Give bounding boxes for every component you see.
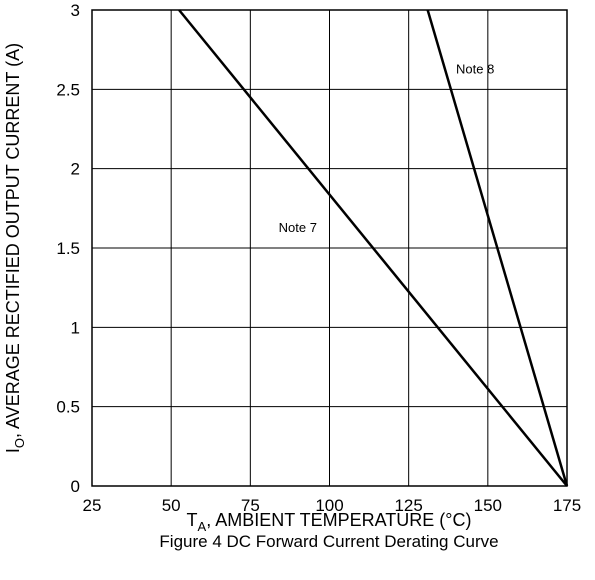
x-tick-label: 75 [241, 496, 260, 515]
x-tick-label: 125 [394, 496, 422, 515]
x-axis-title-subscript: A [198, 519, 207, 534]
series-line-note-7 [178, 9, 568, 487]
grid [91, 9, 568, 487]
x-axis-title: TA, AMBIENT TEMPERATURE (°C) [187, 510, 472, 534]
y-tick-label: 3 [71, 1, 80, 20]
y-axis-title-rest: , AVERAGE RECTIFIED OUTPUT CURRENT (A) [3, 43, 23, 438]
x-axis-title-main: T [187, 510, 198, 530]
y-tick-label: 0 [71, 477, 80, 496]
x-axis-title-rest: , AMBIENT TEMPERATURE (°C) [206, 510, 471, 530]
x-tick-label: 100 [315, 496, 343, 515]
y-axis-title-subscript: O [12, 438, 27, 448]
x-tick-label: 175 [553, 496, 581, 515]
y-tick-label: 1 [71, 318, 80, 337]
plot-frame [91, 9, 568, 487]
y-axis-title: IO, AVERAGE RECTIFIED OUTPUT CURRENT (A) [3, 43, 27, 453]
y-tick-label: 1.5 [56, 239, 80, 258]
y-tick-label: 2 [71, 160, 80, 179]
annotation-note-8: Note 8 [456, 61, 494, 76]
annotation-note-7: Note 7 [279, 220, 317, 235]
figure-caption: Figure 4 DC Forward Current Derating Cur… [159, 532, 498, 551]
annotations: Note 7 Note 8 [279, 61, 495, 235]
y-tick-labels: 0 0.5 1 1.5 2 2.5 3 [56, 1, 80, 496]
y-tick-label: 0.5 [56, 398, 80, 417]
y-axis-title-main: I [3, 448, 23, 453]
x-tick-label: 25 [83, 496, 102, 515]
x-tick-label: 50 [162, 496, 181, 515]
x-tick-labels: 25 50 75 100 125 150 175 [83, 496, 582, 515]
series-line-note-8 [426, 9, 569, 487]
y-tick-label: 2.5 [56, 80, 80, 99]
x-tick-label: 150 [474, 496, 502, 515]
series-lines [178, 9, 569, 487]
